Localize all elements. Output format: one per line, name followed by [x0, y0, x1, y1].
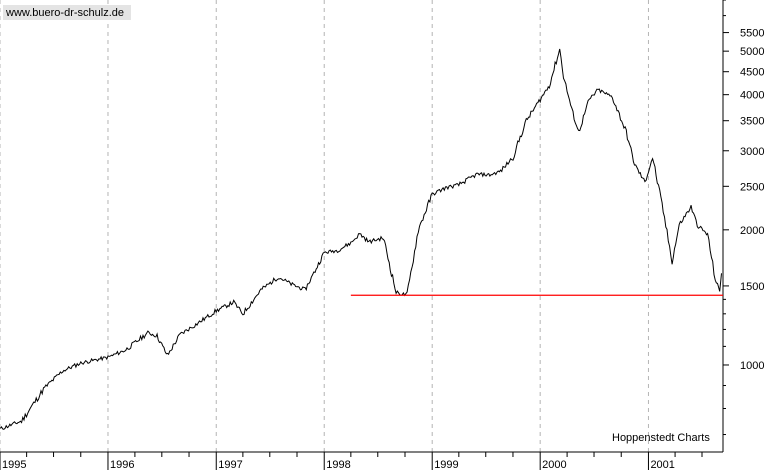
y-tick-label: 4500 [740, 67, 764, 79]
y-tick-label: 5500 [740, 28, 764, 40]
x-tick-label: 1996 [110, 459, 134, 470]
year-grid [0, 0, 649, 452]
y-tick-label: 3000 [740, 146, 764, 158]
x-tick-label: 1998 [326, 459, 350, 470]
series-layer [0, 48, 722, 430]
y-tick-label: 2500 [740, 181, 764, 193]
source-note: Hoppenstedt Charts [612, 432, 710, 444]
watermark-box [3, 5, 131, 20]
y-tick-label: 2000 [740, 225, 764, 237]
x-tick-label: 1999 [434, 459, 458, 470]
y-tick-label: 1000 [740, 360, 764, 372]
y-tick-label: 5000 [740, 46, 764, 58]
label-layer: www.buero-dr-schulz.de Hoppenstedt Chart… [3, 5, 710, 444]
y-tick-label: 4000 [740, 90, 764, 102]
y-tick-label: 1500 [740, 281, 764, 293]
x-tick-label: 1995 [2, 459, 26, 470]
x-tick-label: 1997 [218, 459, 242, 470]
watermark-text: www.buero-dr-schulz.de [5, 7, 124, 19]
y-tick-label: 3500 [740, 116, 764, 128]
x-tick-label: 2001 [650, 459, 674, 470]
x-tick-label: 2000 [542, 459, 566, 470]
price-line [0, 48, 722, 430]
